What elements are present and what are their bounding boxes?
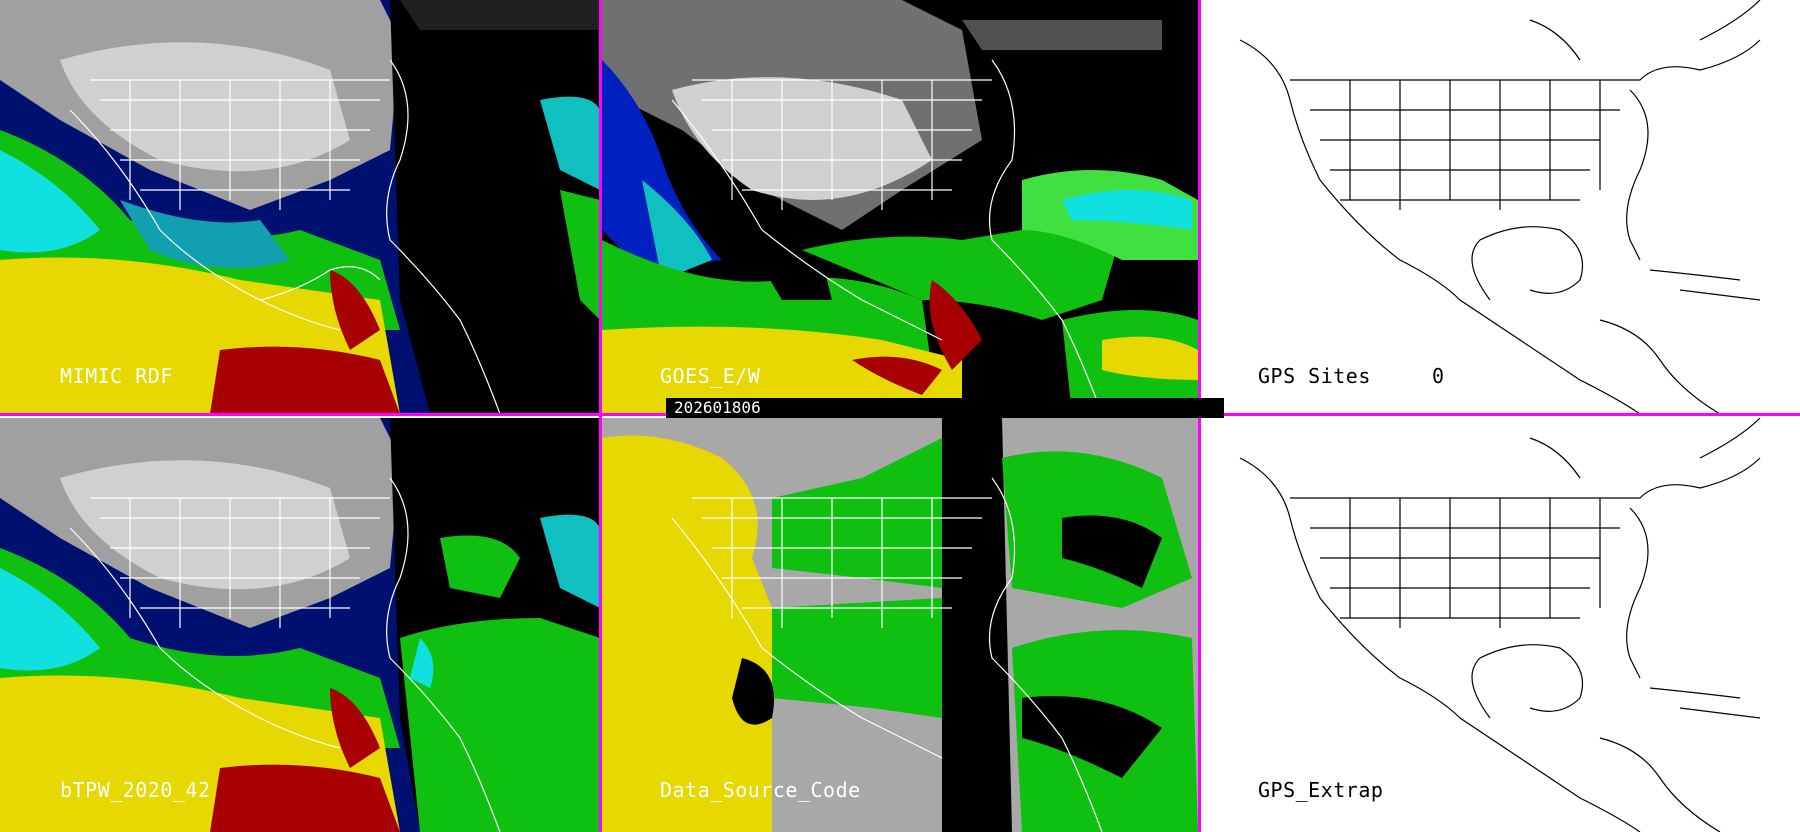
panel-gps-sites: GPS Sites 0 [1200,0,1800,414]
mimic-rdf-label: MIMIC RDF [60,364,173,388]
gps-sites-label: GPS Sites [1258,364,1371,388]
data-source-code-image [602,418,1198,832]
separator-vertical-left [599,0,602,832]
map-outline-icon [1239,418,1761,832]
panel-goes-ew: GOES_E/W [602,0,1198,414]
goes-ew-label: GOES_E/W [660,364,761,388]
gps-extrap-label: GPS_Extrap [1258,778,1384,802]
btpw-image [0,418,600,832]
map-outline-icon [1239,0,1761,414]
gps-sites-count: 0 [1432,364,1445,388]
panel-gps-extrap: GPS_Extrap [1200,418,1800,832]
panel-data-source-code: Data_Source_Code [602,418,1198,832]
panel-mimic-rdf: MIMIC RDF [0,0,600,414]
timestamp-bar: 202601806 [666,398,1224,418]
btpw-label: bTPW_2020_42 [60,778,211,802]
goes-ew-image [602,0,1198,414]
timestamp-text: 202601806 [674,398,761,417]
data-source-code-label: Data_Source_Code [660,778,861,802]
mimic-rdf-image [0,0,600,414]
panel-btpw: bTPW_2020_42 [0,418,600,832]
